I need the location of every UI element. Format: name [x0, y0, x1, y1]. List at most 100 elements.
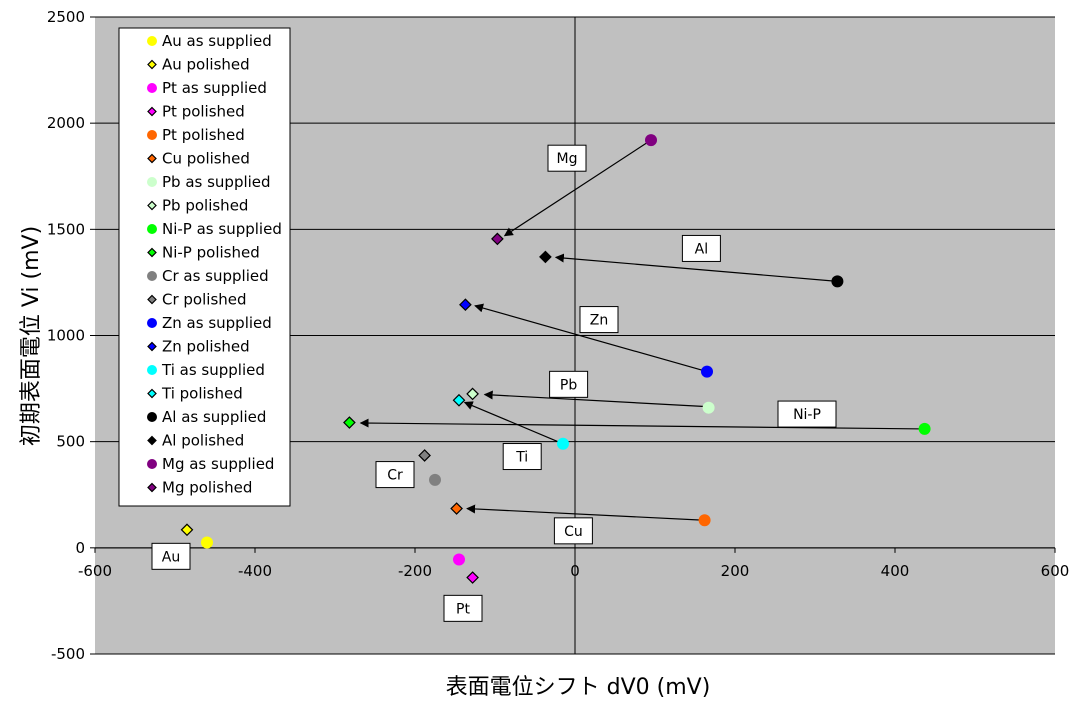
legend-marker — [147, 36, 157, 46]
shift-arrow — [474, 303, 708, 373]
x-tick-label: -200 — [398, 562, 432, 580]
callout-label: Zn — [590, 313, 608, 329]
legend-marker — [147, 435, 157, 446]
legend-label: Ti polished — [161, 385, 243, 403]
legend-marker — [147, 294, 157, 305]
x-tick-label: 0 — [570, 562, 580, 580]
data-point — [452, 393, 466, 407]
data-points — [180, 134, 931, 584]
legend-label: Pt polished — [162, 126, 245, 144]
x-tick-label: -400 — [238, 562, 272, 580]
legend-label: Zn polished — [162, 338, 250, 356]
shift-arrow — [483, 390, 708, 408]
y-tick-label: 0 — [75, 539, 85, 557]
legend-label: Pt polished — [162, 103, 245, 121]
legend: Au as supplied Au polished Pt as supplied P… — [118, 27, 291, 507]
callout-box — [502, 443, 542, 471]
legend-marker — [147, 177, 157, 187]
legend-label: Mg as supplied — [162, 455, 274, 473]
data-point — [701, 365, 713, 378]
y-axis-title: 初期表面電位 Vi (mV) — [19, 226, 44, 446]
callout-box — [553, 517, 593, 545]
x-tick-label: -600 — [78, 562, 112, 580]
y-tick-label: 1500 — [47, 220, 85, 238]
data-point — [645, 134, 657, 147]
legend-label: Zn as supplied — [162, 314, 272, 332]
shift-arrow — [554, 253, 838, 282]
legend-box — [118, 27, 291, 507]
y-tick-label: 1000 — [47, 327, 85, 345]
legend-label: Au as supplied — [162, 32, 272, 50]
y-tick-label: 2000 — [47, 114, 85, 132]
data-point — [466, 387, 479, 401]
tick-labels: -500 0 500 1000 1500 2000 2500 -600 -400 -200 0 200… — [47, 8, 1070, 663]
legend-marker — [147, 365, 157, 375]
data-point — [180, 523, 194, 537]
legend-marker — [147, 224, 157, 234]
legend-marker — [147, 459, 157, 469]
legend-label: Al polished — [162, 432, 244, 450]
data-point — [201, 536, 213, 549]
annotations: Mg Al Zn Pb Ni-P Ti Cr Cu Au Pt — [151, 144, 837, 622]
legend-label: Ti as supplied — [161, 361, 265, 379]
legend-marker — [147, 200, 157, 211]
legend-label: Pb polished — [162, 197, 248, 215]
y-tick-label: 500 — [56, 433, 85, 451]
legend-label: Cu polished — [162, 150, 250, 168]
y-tick-label: -500 — [51, 645, 85, 663]
x-tick-label: 200 — [721, 562, 750, 580]
data-point — [453, 553, 465, 566]
data-point — [418, 449, 431, 462]
callout-label: Pt — [456, 601, 470, 617]
legend-marker — [147, 247, 157, 258]
data-point — [918, 422, 931, 435]
callout-label: Ni-P — [793, 407, 821, 423]
legend-label: Mg polished — [162, 479, 252, 497]
x-tick-label: 400 — [881, 562, 910, 580]
shift-arrow — [463, 401, 564, 445]
data-point — [557, 437, 569, 450]
legend-marker — [147, 271, 157, 281]
callout-label: Cr — [387, 468, 403, 484]
data-point — [491, 232, 504, 246]
legend-marker — [147, 153, 157, 164]
callout-label: Ti — [515, 450, 528, 466]
callout-label: Au — [162, 549, 180, 565]
legend-label: Cr polished — [162, 291, 247, 309]
data-point — [831, 275, 844, 288]
callout-box — [777, 400, 837, 428]
shift-arrow — [503, 139, 652, 237]
x-tick-label: 600 — [1041, 562, 1070, 580]
legend-label: Pb as supplied — [162, 173, 271, 191]
data-point — [702, 401, 715, 414]
data-point — [343, 416, 356, 429]
legend-marker — [147, 341, 157, 352]
y-tick-label: 2500 — [47, 8, 85, 26]
data-point — [459, 298, 472, 312]
legend-marker — [147, 130, 157, 140]
callout-box — [547, 144, 587, 172]
callout-label: Mg — [557, 151, 578, 167]
legend-marker — [147, 59, 157, 70]
shift-arrow — [466, 504, 705, 521]
legend-marker — [147, 106, 157, 117]
legend-marker — [147, 83, 157, 93]
callout-box — [549, 370, 589, 398]
callout-box — [151, 542, 191, 570]
data-point — [698, 514, 711, 527]
data-point — [429, 473, 441, 486]
x-axis-title: 表面電位シフト dV0 (mV) — [446, 675, 711, 700]
legend-label: Ni-P as supplied — [162, 220, 282, 238]
shift-arrow — [359, 418, 925, 430]
data-point — [450, 502, 463, 515]
data-point — [466, 571, 479, 584]
data-point — [539, 250, 552, 264]
callout-label: Cu — [564, 524, 583, 540]
legend-marker — [147, 388, 157, 399]
legend-label: Pt as supplied — [162, 79, 267, 97]
legend-label: Al as supplied — [162, 408, 266, 426]
legend-label: Au polished — [162, 56, 250, 74]
callout-box — [681, 234, 721, 262]
legend-marker — [147, 412, 157, 422]
